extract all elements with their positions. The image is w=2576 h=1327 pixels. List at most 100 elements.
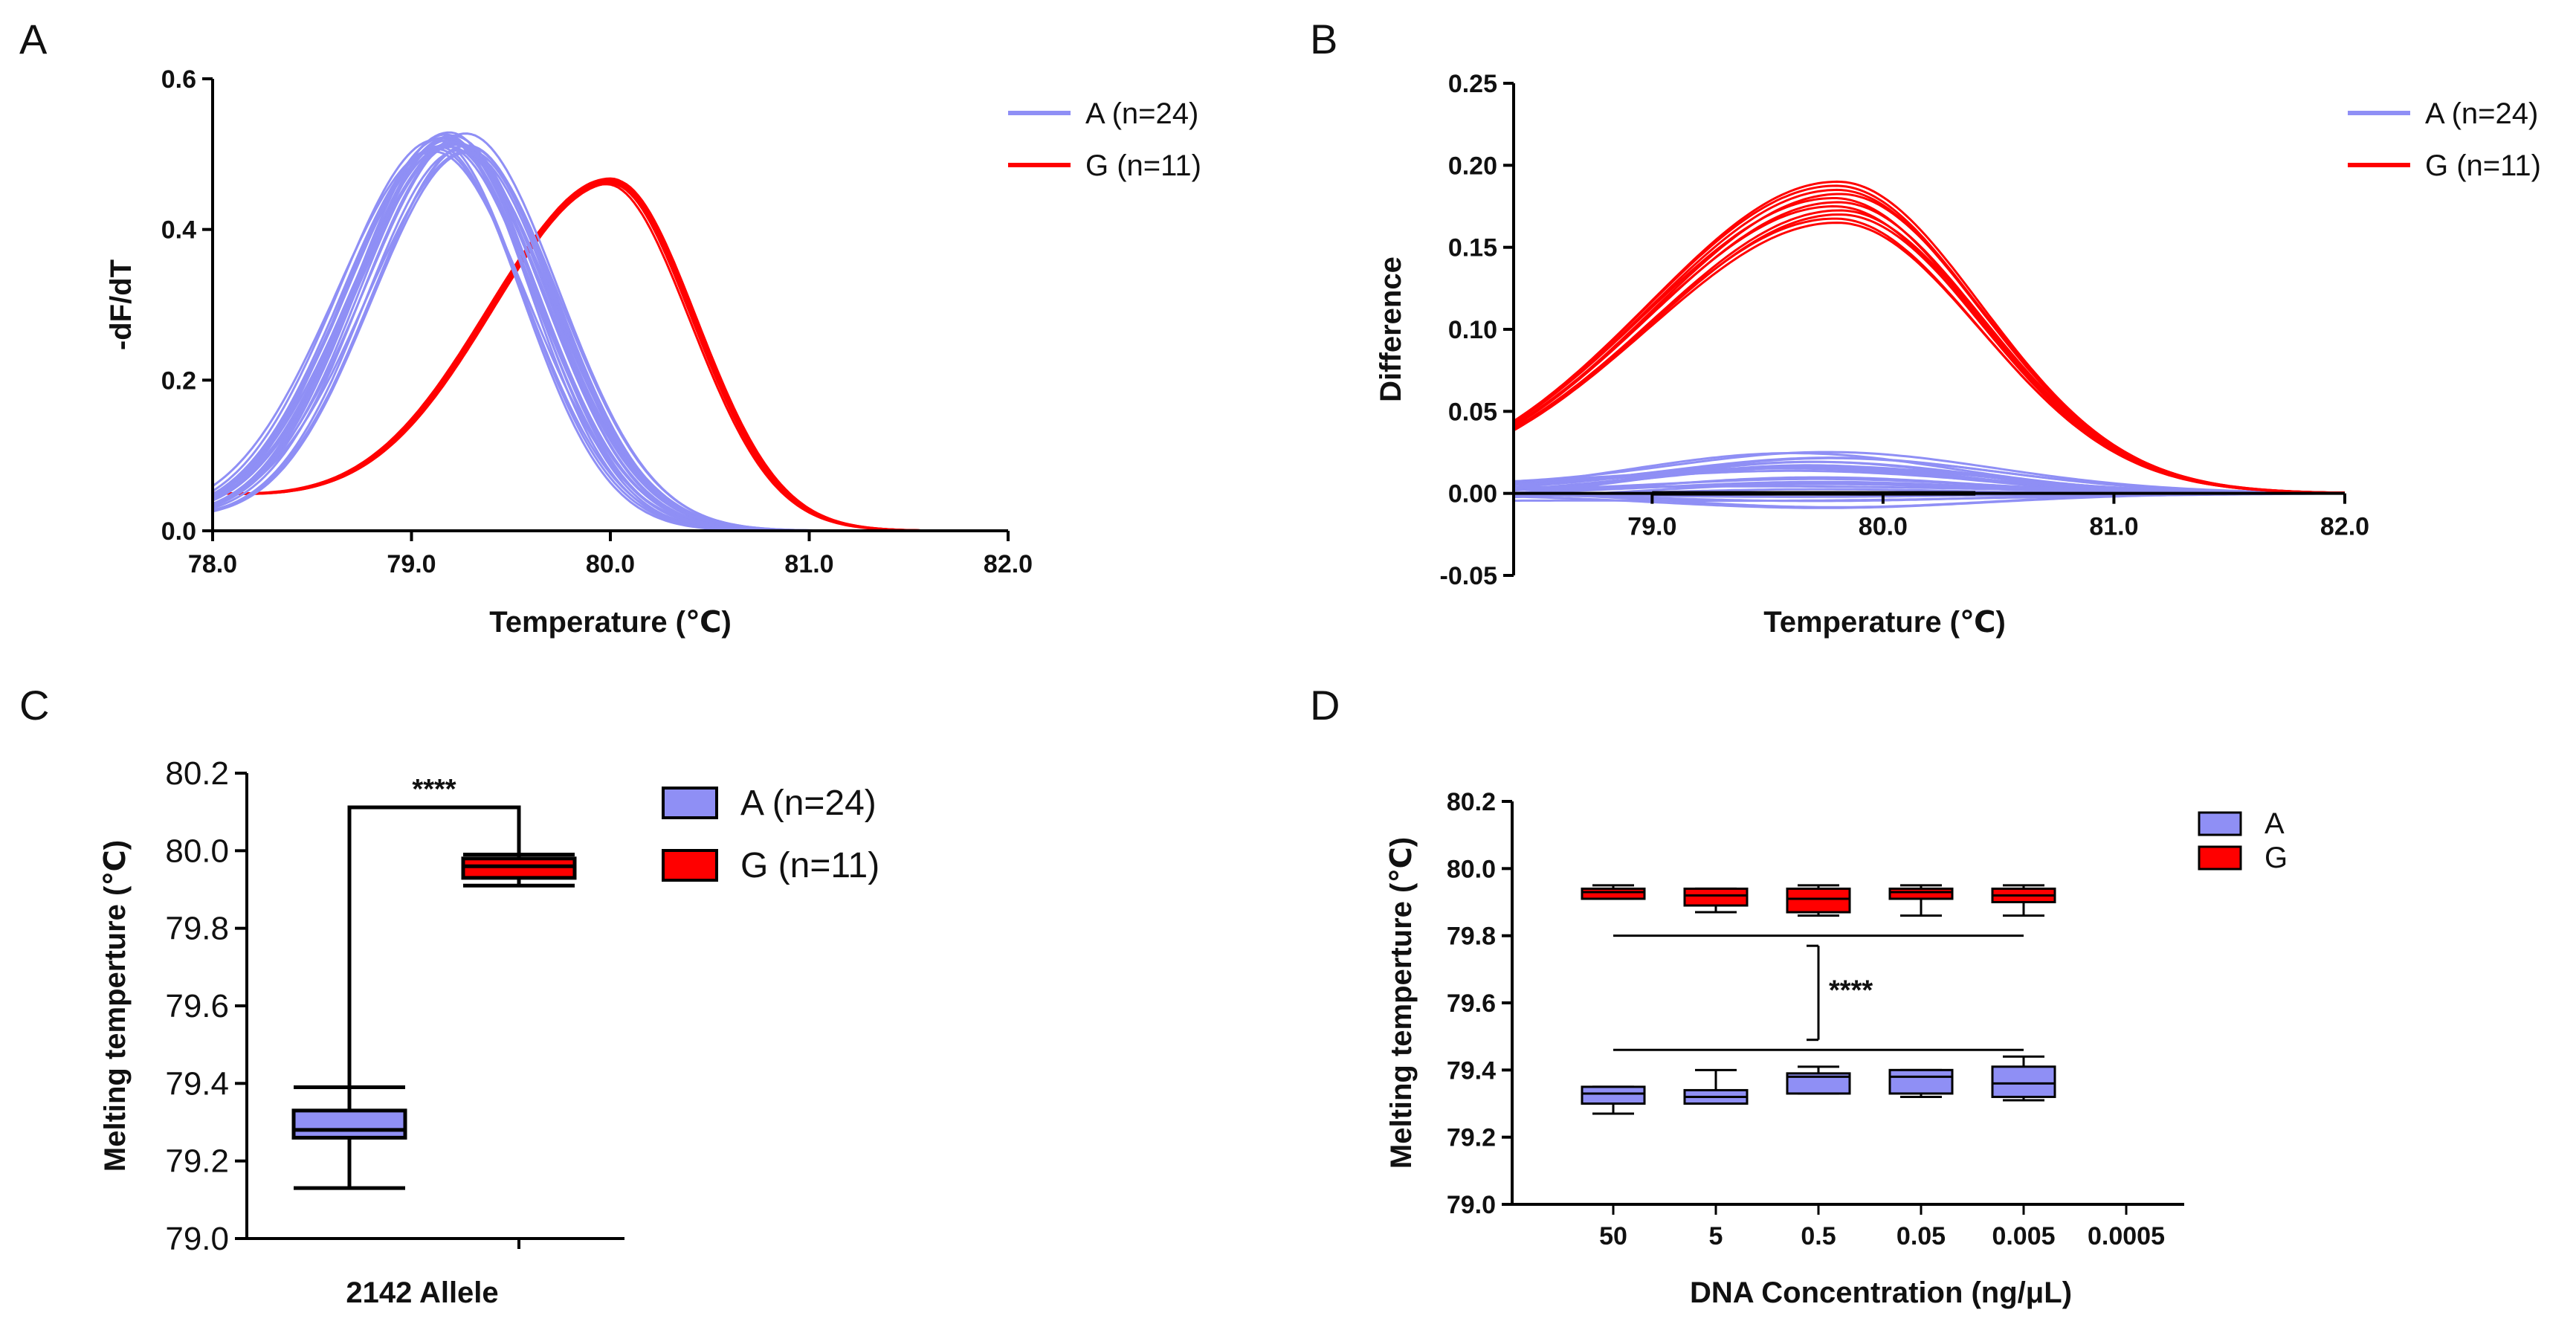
x-tick-label: 0.0005 [2088, 1222, 2165, 1250]
panel-d: **** 50 5 0.5 0.05 0.005 0.0005 79.0 79.2 79.4 79.… [1385, 788, 2288, 1309]
y-tick-label: 79.2 [165, 1143, 229, 1180]
x-tick-label: 79.0 [1627, 513, 1676, 541]
y-tick-label: 79.0 [165, 1221, 229, 1257]
legend-label: G [2265, 842, 2288, 874]
g-difference-curve [1513, 204, 2346, 494]
legend-label: G (n=11) [2425, 149, 2541, 182]
legend-swatch [2198, 845, 2242, 871]
box-iqr [1581, 887, 1646, 900]
g-difference-curve [1513, 209, 2346, 494]
y-tick-label: 79.8 [1447, 923, 1496, 951]
g-difference-curve [1513, 188, 2346, 494]
box-iqr [1581, 1085, 1646, 1105]
y-tick-label: 0.0 [161, 517, 196, 546]
box-G-0.05 [1888, 884, 1954, 917]
y-tick-label: 0.25 [1448, 70, 1497, 98]
y-tick-label: 79.4 [165, 1065, 229, 1102]
legend-label: A (n=24) [1085, 97, 1198, 130]
box-G-0.5 [1786, 884, 1851, 917]
panel-letter-c: C [19, 682, 49, 729]
x-axis-title: DNA Concentration (ng/μL) [1690, 1276, 2072, 1309]
box-iqr [1683, 887, 1749, 907]
g-difference-curve [1513, 180, 2346, 494]
box-A-50 [1581, 1085, 1646, 1115]
legend-label: G (n=11) [740, 846, 879, 885]
a-difference-curve [1513, 451, 2345, 494]
box-A [291, 1085, 407, 1190]
y-tick-label: 0.05 [1448, 398, 1497, 426]
y-tick-label: 0.20 [1448, 152, 1497, 180]
y-tick-label: 80.2 [165, 755, 229, 792]
legend-swatch [662, 787, 718, 819]
y-axis-title: Melting temperture (℃) [99, 840, 132, 1172]
box-iqr [1888, 887, 1954, 900]
y-tick-label: 79.8 [165, 911, 229, 947]
box-G-50 [1581, 884, 1646, 900]
y-tick-label: 0.4 [161, 216, 196, 245]
x-tick-label: 78.0 [188, 550, 237, 578]
a-difference-curve [1513, 467, 2346, 495]
x-tick-label: 50 [1599, 1222, 1627, 1250]
x-tick-label: 81.0 [2089, 513, 2138, 541]
panel-b-curves [1513, 180, 2346, 509]
y-tick-label: 80.0 [1447, 855, 1496, 883]
box-A-5 [1683, 1068, 1749, 1105]
x-tick-label: 80.0 [1859, 513, 1908, 541]
y-tick-label: 79.6 [1447, 989, 1496, 1018]
panel-letter-b: B [1310, 16, 1337, 62]
legend-label: A [2265, 807, 2285, 840]
y-tick-label: -0.05 [1440, 562, 1498, 590]
x-axis-title: Temperature (℃) [489, 606, 732, 639]
y-tick-label: 0.15 [1448, 234, 1497, 262]
y-tick-label: 80.0 [165, 833, 229, 869]
y-axis-title: Melting temperture (℃) [1385, 837, 1418, 1169]
y-axis-title: -dF/dT [105, 259, 138, 350]
box-A-0.5 [1786, 1065, 1851, 1095]
box-A-0.05 [1888, 1068, 1954, 1098]
panel-letter-d: D [1310, 682, 1340, 729]
legend-swatch [2198, 811, 2242, 836]
g-difference-curve [1513, 184, 2346, 494]
y-axis-title: Difference [1375, 256, 1407, 402]
box-A-0.005 [1991, 1055, 2056, 1102]
x-tick-label: 79.0 [387, 550, 436, 578]
significance-label: **** [412, 774, 456, 805]
box-iqr [461, 856, 577, 880]
y-tick-label: 79.4 [1447, 1056, 1496, 1085]
box-G [461, 853, 577, 888]
panel-letter-a: A [19, 16, 48, 62]
box-G-5 [1683, 887, 1749, 914]
box-iqr [1888, 1068, 1954, 1095]
x-tick-label: 5 [1709, 1222, 1723, 1250]
y-tick-label: 0.10 [1448, 316, 1497, 344]
significance-bracket [347, 805, 521, 1088]
x-tick-label: 80.0 [586, 550, 635, 578]
y-tick-label: 0.2 [161, 367, 196, 395]
legend-label: A (n=24) [2425, 97, 2538, 130]
y-tick-label: 0.6 [161, 65, 196, 94]
x-tick-label: 82.0 [984, 550, 1033, 578]
x-tick-label: 81.0 [784, 550, 833, 578]
x-axis-title: Temperature (℃) [1763, 606, 2006, 639]
box-iqr [1991, 1065, 2056, 1098]
y-tick-label: 79.0 [1447, 1191, 1496, 1219]
box-G-0.005 [1991, 884, 2056, 917]
x-tick-label: 0.005 [1992, 1222, 2055, 1250]
g-difference-curve [1513, 197, 2346, 494]
x-tick-label: 0.05 [1897, 1222, 1946, 1250]
panel-c: **** 79.0 79.2 79.4 79.6 79.8 80.0 80.2 2142 All… [99, 755, 879, 1309]
box-iqr [1786, 887, 1851, 914]
y-tick-label: 80.2 [1447, 788, 1496, 816]
x-tick-label: 82.0 [2320, 513, 2369, 541]
y-tick-label: 0.00 [1448, 480, 1497, 508]
legend-label: A (n=24) [740, 784, 877, 823]
panel-a-curves [212, 131, 1008, 532]
panel-b: 79.0 80.0 81.0 82.0 -0.05 0.00 0.05 0.10 0.15 0.2… [1375, 70, 2541, 639]
x-tick-label: 0.5 [1801, 1222, 1836, 1250]
y-tick-label: 79.6 [165, 988, 229, 1024]
significance-label: **** [1829, 975, 1873, 1006]
legend-swatch [662, 849, 718, 882]
g-melt-curve [212, 181, 1008, 532]
panel-a: 78.0 79.0 80.0 81.0 82.0 0.0 0.2 0.4 0.6 Temperat… [105, 65, 1201, 639]
